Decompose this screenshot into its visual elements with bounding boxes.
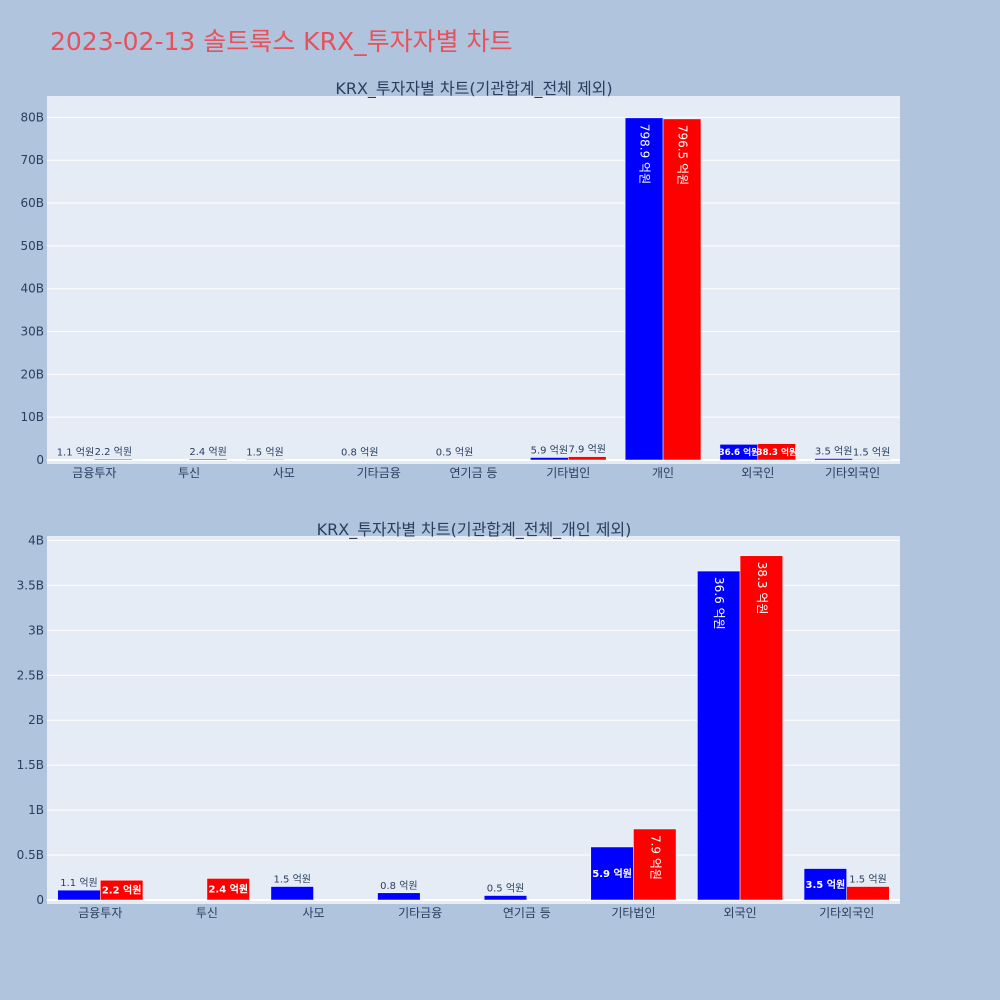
x-tick-label: 투신 (196, 906, 218, 920)
x-tick-label: 기타법인 (611, 906, 655, 920)
y-tick-label: 4B (28, 533, 44, 547)
bar (94, 458, 133, 461)
x-tick-label: 외국인 (741, 466, 774, 480)
bar (739, 555, 783, 901)
bar (697, 570, 741, 901)
y-tick-label: 70B (20, 153, 44, 167)
bar (633, 828, 677, 901)
data-label: 5.9 억원 (592, 867, 632, 880)
plot-area (47, 96, 900, 464)
bar (814, 458, 853, 461)
y-tick-label: 2B (28, 713, 44, 727)
y-tick-label: 3.5B (17, 578, 44, 592)
data-label: 38.3 억원 (756, 446, 797, 458)
bar (56, 459, 95, 461)
x-tick-label: 사모 (273, 466, 295, 480)
data-label: 38.3 억원 (755, 562, 769, 615)
bar (530, 457, 569, 461)
y-tick-label: 20B (20, 367, 44, 381)
bar (435, 459, 474, 461)
x-tick-label: 외국인 (724, 906, 757, 920)
x-tick-label: 연기금 등 (450, 466, 498, 480)
y-tick-label: 40B (20, 282, 44, 296)
data-label: 5.9 억원 (531, 444, 568, 456)
bar (57, 889, 101, 901)
data-label: 3.5 억원 (815, 446, 852, 458)
data-label: 2.4 억원 (189, 446, 226, 458)
chart-title: KRX_투자자별 차트(기관합계_전체 제외) (335, 79, 612, 99)
y-tick-label: 50B (20, 239, 44, 253)
bar (245, 459, 285, 461)
x-tick-label: 기타외국인 (819, 906, 874, 920)
chart-2: 0 0.5B 1B 1.5B 2B 2.5B 3B 3.5B 4B KRX_투자자별 차트(기관합… (17, 520, 900, 920)
data-label: 0.8 억원 (341, 447, 378, 459)
y-tick-label: 80B (20, 110, 44, 124)
y-tick-label: 2.5B (17, 668, 44, 682)
y-tick-label: 0.5B (17, 848, 44, 862)
chart-title: KRX_투자자별 차트(기관합계_전체_개인 제외) (317, 520, 632, 540)
bar (590, 846, 634, 901)
x-tick-label: 사모 (303, 906, 325, 920)
data-label: 2.4 억원 (208, 883, 248, 896)
data-label: 36.6 억원 (719, 446, 760, 458)
bar (852, 459, 891, 461)
data-label: 1.5 억원 (853, 446, 890, 458)
bar (662, 118, 702, 461)
y-tick-label: 10B (20, 410, 44, 424)
bar (803, 868, 847, 901)
x-tick-label: 개인 (652, 466, 674, 480)
data-label: 796.5 억원 (676, 125, 690, 185)
x-tick-label: 투신 (178, 466, 200, 480)
x-tick-label: 기타외국인 (825, 466, 880, 480)
bar (270, 886, 314, 901)
data-label: 7.9 억원 (648, 835, 662, 880)
data-label: 1.5 억원 (849, 874, 886, 886)
page-title: 2023-02-13 솔트룩스 KRX_투자자별 차트 (50, 27, 513, 56)
data-label: 3.5 억원 (806, 878, 846, 891)
data-label: 2.2 억원 (102, 884, 142, 897)
x-tick-label: 금융투자 (72, 466, 116, 480)
data-label: 1.5 억원 (273, 874, 310, 886)
y-tick-label: 0 (36, 453, 44, 467)
x-tick-label: 기타금융 (398, 906, 442, 920)
x-tick-label: 연기금 등 (503, 906, 551, 920)
bar (188, 458, 228, 461)
y-tick-label: 60B (20, 196, 44, 210)
bar (624, 117, 664, 461)
bar (100, 879, 144, 901)
bar (377, 892, 421, 901)
data-label: 36.6 억원 (712, 577, 726, 630)
data-label: 0.5 억원 (436, 447, 473, 459)
x-tick-label: 금융투자 (78, 906, 122, 920)
data-label: 1.1 억원 (60, 877, 97, 889)
data-label: 0.8 억원 (380, 880, 417, 892)
data-label: 7.9 억원 (568, 444, 605, 456)
y-tick-label: 3B (28, 623, 44, 637)
bar (206, 878, 250, 901)
y-tick-label: 0 (36, 893, 44, 907)
x-tick-label: 기타금융 (357, 466, 401, 480)
bar (483, 895, 528, 901)
data-label: 1.5 억원 (246, 446, 283, 458)
bar (568, 456, 607, 461)
data-label: 798.9 억원 (638, 124, 652, 184)
bar (340, 459, 379, 461)
data-label: 0.5 억원 (487, 883, 524, 895)
bar (846, 886, 890, 901)
y-tick-label: 1B (28, 803, 44, 817)
chart-1: 0 10B 20B 30B 40B 50B 60B 70B 80B KRX_투자자별 차트(기관합… (20, 79, 900, 480)
y-tick-label: 30B (20, 325, 44, 339)
x-tick-label: 기타법인 (546, 466, 590, 480)
data-label: 2.2 억원 (95, 446, 132, 458)
y-tick-label: 1.5B (17, 758, 44, 772)
data-label: 1.1 억원 (57, 447, 94, 459)
bar (757, 443, 796, 461)
